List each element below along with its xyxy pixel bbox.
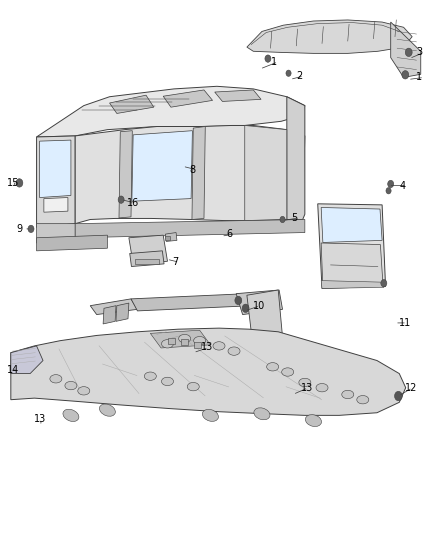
- Text: 9: 9: [16, 224, 22, 234]
- Text: 5: 5: [291, 213, 297, 223]
- Ellipse shape: [357, 395, 369, 404]
- Polygon shape: [391, 22, 421, 77]
- Ellipse shape: [213, 342, 225, 350]
- FancyBboxPatch shape: [194, 342, 201, 348]
- Text: 1: 1: [417, 72, 423, 83]
- Ellipse shape: [342, 390, 354, 399]
- Ellipse shape: [63, 409, 79, 422]
- Polygon shape: [166, 232, 177, 241]
- Text: 13: 13: [34, 414, 46, 424]
- Circle shape: [28, 225, 34, 232]
- Polygon shape: [247, 290, 283, 342]
- Polygon shape: [321, 243, 383, 287]
- Polygon shape: [11, 328, 406, 415]
- Circle shape: [16, 179, 23, 187]
- Polygon shape: [119, 131, 132, 218]
- Polygon shape: [318, 204, 385, 288]
- Text: 13: 13: [300, 383, 313, 393]
- Circle shape: [118, 196, 124, 203]
- Ellipse shape: [299, 378, 311, 386]
- Circle shape: [381, 279, 387, 287]
- Circle shape: [386, 188, 391, 194]
- Text: 15: 15: [7, 178, 19, 188]
- Polygon shape: [192, 126, 205, 220]
- Polygon shape: [215, 90, 261, 101]
- Circle shape: [395, 391, 402, 401]
- Text: 14: 14: [7, 365, 19, 375]
- Circle shape: [280, 216, 285, 223]
- Ellipse shape: [162, 340, 173, 348]
- Polygon shape: [11, 346, 43, 374]
- Polygon shape: [75, 220, 305, 238]
- Polygon shape: [36, 235, 107, 251]
- Polygon shape: [36, 86, 305, 137]
- Ellipse shape: [316, 384, 328, 392]
- Polygon shape: [129, 235, 167, 264]
- Ellipse shape: [194, 336, 206, 345]
- Polygon shape: [321, 207, 382, 243]
- Ellipse shape: [187, 383, 199, 391]
- FancyBboxPatch shape: [166, 236, 170, 240]
- Ellipse shape: [162, 377, 173, 385]
- Ellipse shape: [179, 334, 191, 343]
- Text: 6: 6: [227, 229, 233, 239]
- Ellipse shape: [65, 382, 77, 390]
- Text: 2: 2: [296, 71, 303, 81]
- Polygon shape: [163, 90, 212, 107]
- Polygon shape: [247, 20, 412, 53]
- Polygon shape: [245, 125, 287, 221]
- Polygon shape: [131, 294, 252, 311]
- Polygon shape: [90, 299, 138, 314]
- Ellipse shape: [144, 372, 156, 381]
- Text: 12: 12: [405, 383, 417, 393]
- Polygon shape: [236, 290, 283, 314]
- Circle shape: [286, 70, 291, 76]
- Ellipse shape: [202, 409, 219, 422]
- Polygon shape: [130, 251, 164, 266]
- Polygon shape: [132, 131, 192, 201]
- Text: 8: 8: [189, 165, 195, 175]
- Text: 3: 3: [417, 47, 423, 58]
- Polygon shape: [150, 330, 210, 348]
- Polygon shape: [321, 280, 384, 288]
- Text: 4: 4: [399, 181, 406, 190]
- Polygon shape: [287, 97, 305, 220]
- Ellipse shape: [254, 408, 270, 420]
- Polygon shape: [39, 140, 71, 198]
- Ellipse shape: [267, 362, 279, 371]
- Text: 11: 11: [399, 318, 412, 328]
- Polygon shape: [44, 198, 68, 212]
- Text: 1: 1: [271, 56, 277, 67]
- Circle shape: [265, 55, 271, 62]
- Polygon shape: [36, 136, 75, 228]
- FancyBboxPatch shape: [168, 337, 175, 344]
- Text: 7: 7: [172, 257, 178, 268]
- Ellipse shape: [99, 404, 115, 416]
- Polygon shape: [116, 303, 129, 321]
- FancyBboxPatch shape: [135, 259, 159, 264]
- Circle shape: [405, 48, 412, 56]
- Polygon shape: [75, 125, 305, 224]
- Ellipse shape: [305, 415, 321, 426]
- Ellipse shape: [282, 368, 294, 376]
- Polygon shape: [36, 224, 75, 243]
- Circle shape: [235, 296, 242, 305]
- Circle shape: [242, 304, 249, 312]
- FancyBboxPatch shape: [181, 339, 188, 345]
- Polygon shape: [110, 95, 154, 114]
- Text: 10: 10: [252, 301, 265, 311]
- Circle shape: [388, 180, 394, 188]
- Text: 16: 16: [127, 198, 139, 208]
- Text: 13: 13: [201, 343, 213, 352]
- Ellipse shape: [50, 375, 62, 383]
- Ellipse shape: [228, 347, 240, 356]
- Polygon shape: [103, 306, 116, 324]
- Ellipse shape: [78, 386, 90, 395]
- Circle shape: [402, 71, 409, 79]
